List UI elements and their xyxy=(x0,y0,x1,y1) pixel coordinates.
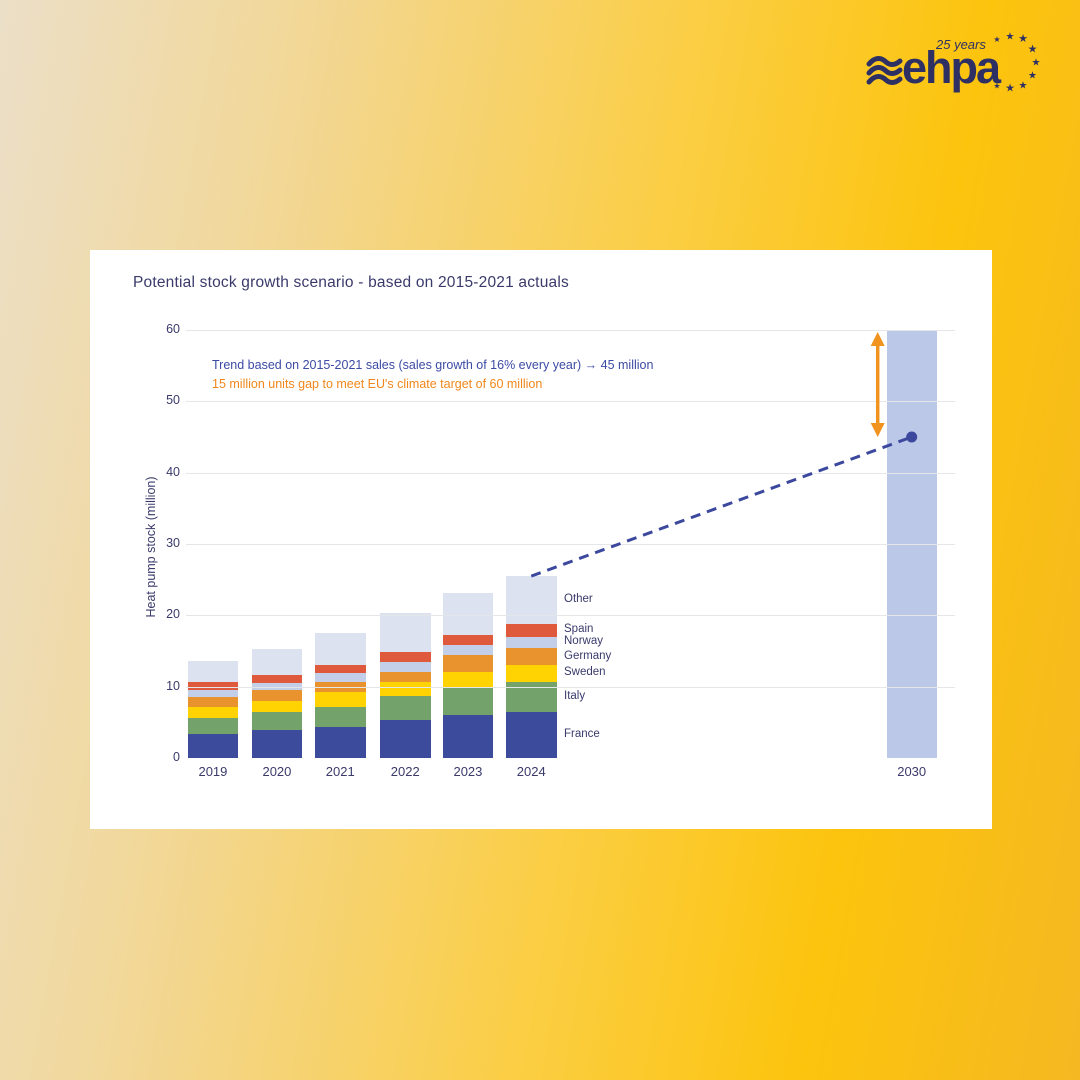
bar-segment-norway xyxy=(506,636,557,649)
y-tick-60: 60 xyxy=(166,322,180,336)
bar-segment-norway xyxy=(442,645,494,656)
gridline-40 xyxy=(186,472,955,474)
x-label-2019: 2019 xyxy=(198,764,228,779)
y-tick-20: 20 xyxy=(166,607,180,622)
bar-segment-italy xyxy=(442,688,494,716)
series-label-germany: Germany xyxy=(564,649,612,662)
svg-text:★: ★ xyxy=(1005,83,1015,95)
bar-segment-germany xyxy=(506,648,557,666)
bar-segment-sweden xyxy=(187,707,239,719)
bar-segment-sweden xyxy=(251,700,303,713)
bar-segment-norway xyxy=(380,661,431,672)
bar-segment-france xyxy=(187,733,239,758)
bar-segment-spain xyxy=(442,635,494,646)
bar-segment-sweden xyxy=(442,672,494,689)
bar-segment-france xyxy=(380,720,431,758)
bar-segment-spain xyxy=(315,665,366,674)
bar-segment-spain xyxy=(251,675,303,684)
bar-segment-other xyxy=(380,613,431,653)
x-label-2023: 2023 xyxy=(453,764,483,779)
bar-segment-other xyxy=(442,592,494,636)
bar-segment-france xyxy=(251,730,303,758)
gridline-50 xyxy=(186,401,955,403)
bar-segment-italy xyxy=(315,706,366,728)
bar-segment-other xyxy=(251,648,303,676)
x-label-2021: 2021 xyxy=(325,764,355,779)
bar-segment-other xyxy=(315,633,366,666)
bar-segment-italy xyxy=(187,718,239,734)
x-label-2024: 2024 xyxy=(516,764,546,779)
gridline-60 xyxy=(186,330,955,331)
series-label-france: France xyxy=(564,728,600,741)
bar-segment-other xyxy=(506,576,557,624)
chart-title: Potential stock growth scenario - based … xyxy=(133,274,569,291)
bar-segment-spain xyxy=(187,682,239,690)
annotation-trend: Trend based on 2015-2021 sales (sales gr… xyxy=(212,358,654,372)
bar-segment-spain xyxy=(506,623,557,637)
waves-icon xyxy=(866,56,903,85)
gridline-20 xyxy=(186,615,955,617)
gridline-10 xyxy=(186,686,955,688)
y-tick-0: 0 xyxy=(173,750,180,764)
bar-segment-norway xyxy=(315,673,366,683)
bar-segment-france xyxy=(315,727,366,758)
eu-stars-icon: ★ ★ ★ ★ ★ ★ ★ ★ ★ xyxy=(993,32,1040,95)
bar-segment-france xyxy=(506,712,557,758)
series-label-italy: Italy xyxy=(564,690,586,702)
svg-text:★: ★ xyxy=(993,35,1000,44)
svg-text:★: ★ xyxy=(993,82,1000,91)
logo-tagline-text: 25 years xyxy=(935,37,986,52)
bar-segment-sweden xyxy=(315,692,366,707)
y-tick-30: 30 xyxy=(166,536,180,550)
bar-segment-germany xyxy=(442,655,494,673)
series-label-sweden: Sweden xyxy=(564,666,606,679)
bar-segment-norway xyxy=(187,689,239,698)
bar-segment-italy xyxy=(380,695,431,721)
chart-card: Potential stock growth scenario - based … xyxy=(90,250,992,829)
logo-brand-text: ehpa xyxy=(902,42,1002,93)
series-label-spain: Spain xyxy=(564,623,594,636)
svg-text:★: ★ xyxy=(1018,33,1028,45)
x-label-2022: 2022 xyxy=(390,764,420,779)
bar-segment-sweden xyxy=(506,665,557,682)
bar-segment-other xyxy=(187,660,239,683)
series-label-norway: Norway xyxy=(564,635,603,648)
y-tick-50: 50 xyxy=(166,393,180,408)
bar-segment-sweden xyxy=(380,682,431,696)
bar-segment-italy xyxy=(251,712,303,731)
bar-segment-france xyxy=(442,715,494,758)
annotation-gap: 15 million units gap to meet EU's climat… xyxy=(212,377,543,391)
ehpa-logo: ehpa 25 years ★ ★ ★ ★ ★ ★ ★ ★ ★ xyxy=(866,32,1041,95)
bar-segment-spain xyxy=(380,652,431,662)
svg-text:★: ★ xyxy=(1019,81,1028,92)
y-tick-40: 40 xyxy=(166,464,180,479)
bar-segment-germany xyxy=(187,697,239,708)
bar-segment-germany xyxy=(380,671,431,683)
x-label-2030: 2030 xyxy=(897,764,927,779)
x-label-2020: 2020 xyxy=(262,764,292,779)
svg-text:★: ★ xyxy=(1006,32,1015,43)
gridline-30 xyxy=(186,544,955,545)
series-label-other: Other xyxy=(564,592,593,605)
svg-text:★: ★ xyxy=(1032,58,1041,69)
y-tick-10: 10 xyxy=(166,678,180,693)
bar-segment-germany xyxy=(251,690,303,701)
svg-text:★: ★ xyxy=(1028,71,1037,82)
plot-area: 0 10 20 30 40 50 60 2019 2020 2021 2022 2023 2024 203… xyxy=(90,250,992,829)
svg-text:★: ★ xyxy=(1028,44,1038,56)
